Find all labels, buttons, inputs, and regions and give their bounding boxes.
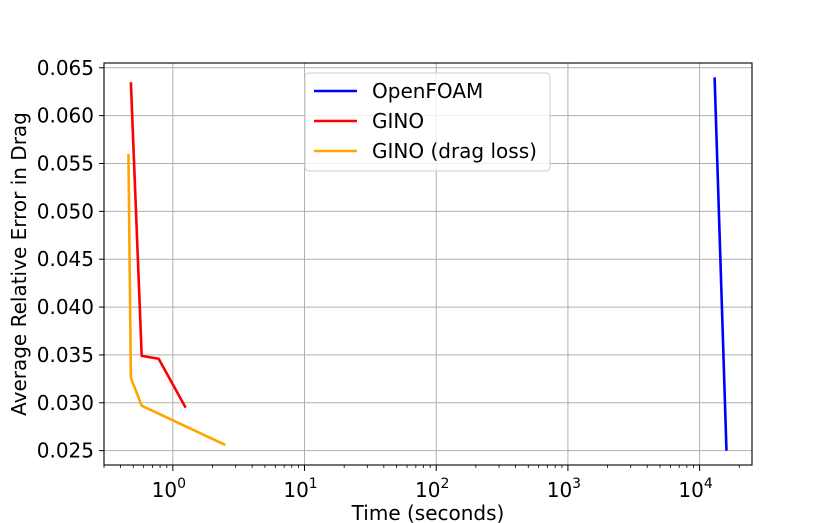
x-tick-label: 100 xyxy=(152,476,186,502)
x-tick-label: 102 xyxy=(415,476,449,502)
series-line-1 xyxy=(713,77,728,451)
y-tick-label: 0.030 xyxy=(37,391,94,415)
series-lines xyxy=(127,77,728,451)
x-tick-exponent: 3 xyxy=(572,476,581,492)
x-tick-base: 10 xyxy=(415,478,440,502)
y-axis-label: Average Relative Error in Drag xyxy=(7,112,31,416)
legend-label: OpenFOAM xyxy=(372,79,483,103)
x-tick-exponent: 0 xyxy=(177,476,186,492)
legend-label: GINO xyxy=(372,109,424,133)
y-tick-label: 0.060 xyxy=(37,104,94,128)
y-tick-label: 0.045 xyxy=(37,247,94,271)
x-tick-exponent: 1 xyxy=(309,476,318,492)
x-tick-base: 10 xyxy=(547,478,572,502)
x-tick-label: 103 xyxy=(547,476,581,502)
y-tick-label: 0.055 xyxy=(37,152,94,176)
series-line-3 xyxy=(127,153,226,447)
x-tick-exponent: 4 xyxy=(704,476,713,492)
x-tick-label: 101 xyxy=(283,476,317,502)
y-tick-label: 0.050 xyxy=(37,199,94,223)
legend-label: GINO (drag loss) xyxy=(372,139,537,163)
y-tick-label: 0.025 xyxy=(37,439,94,463)
legend-entries: OpenFOAM GINO GINO (drag loss) xyxy=(314,79,537,163)
y-tick-label: 0.040 xyxy=(37,295,94,319)
x-tick-label: 104 xyxy=(678,476,712,502)
legend-box xyxy=(304,72,551,172)
x-axis-label: Time (seconds) xyxy=(351,501,505,523)
legend: OpenFOAM GINO GINO (drag loss) xyxy=(304,72,551,172)
x-axis-ticks: 100 101 102 103 104 xyxy=(103,465,740,502)
y-axis-ticks: 0.065 0.060 0.055 0.050 0.045 0.040 0.035 0.030… xyxy=(37,56,104,463)
plot-frame xyxy=(103,62,753,466)
x-tick-exponent: 2 xyxy=(440,476,449,492)
x-tick-base: 10 xyxy=(678,478,703,502)
series-line-2 xyxy=(129,82,187,409)
x-tick-base: 10 xyxy=(152,478,177,502)
y-tick-label: 0.065 xyxy=(37,56,94,80)
y-tick-label: 0.035 xyxy=(37,343,94,367)
x-tick-base: 10 xyxy=(283,478,308,502)
